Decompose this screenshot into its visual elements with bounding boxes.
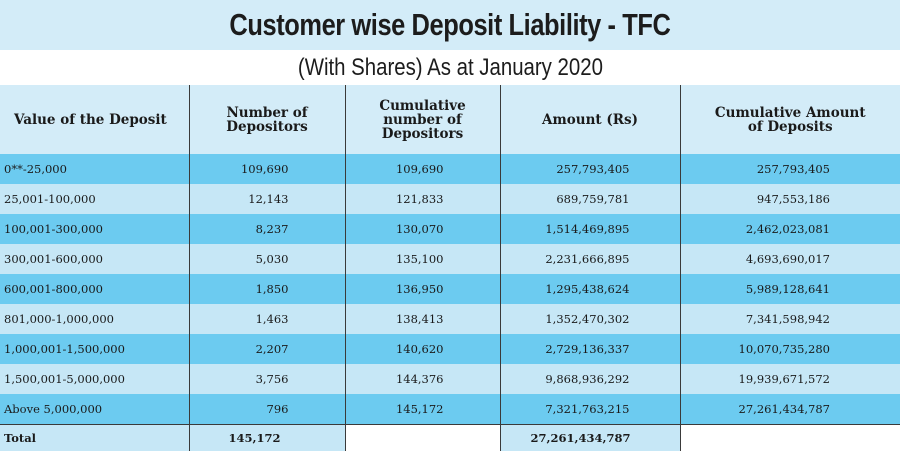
column-header-cumulative-depositors: Cumulative number of Depositors: [344, 85, 500, 154]
cell-cumulative-depositors: 140,620: [344, 334, 500, 364]
cell-cumulative-depositors: 136,950: [344, 274, 500, 304]
cell-cumulative-amount: 257,793,405: [679, 154, 900, 184]
table-header-row: Value of the Deposit Number of Depositor…: [0, 85, 900, 154]
cell-depositors: 2,207: [188, 334, 345, 364]
cell-depositors: 109,690: [188, 154, 345, 184]
column-header-number-of-depositors: Number of Depositors: [188, 85, 345, 154]
cell-cumulative-depositors: 144,376: [344, 364, 500, 394]
column-header-amount: Amount (Rs): [499, 85, 680, 154]
column-header-cumulative-amount: Cumulative Amount of Deposits: [679, 85, 900, 154]
cell-cumulative-depositors: 109,690: [344, 154, 500, 184]
cell-cumulative-amount: 7,341,598,942: [679, 304, 900, 334]
cell-depositors: 12,143: [188, 184, 345, 214]
deposit-liability-table: Value of the Deposit Number of Depositor…: [0, 85, 900, 451]
cell-cumulative-amount: 2,462,023,081: [679, 214, 900, 244]
cell-deposit-range: 0**-25,000: [4, 162, 67, 176]
cell-amount: 1,352,470,302: [499, 304, 680, 334]
cell-depositors: 3,756: [188, 364, 345, 394]
cell-cumulative-depositors: 130,070: [344, 214, 500, 244]
total-row: Total 145,172 27,261,434,787: [0, 423, 900, 451]
total-blank-cell: [679, 423, 900, 451]
cell-deposit-range: 1,000,001-1,500,000: [4, 342, 125, 356]
cell-amount: 2,729,136,337: [499, 334, 680, 364]
cell-amount: 9,868,936,292: [499, 364, 680, 394]
cell-cumulative-amount: 5,989,128,641: [679, 274, 900, 304]
cell-cumulative-depositors: 145,172: [344, 394, 500, 424]
table-row: 600,001-800,000 1,850 136,950 1,295,438,…: [0, 274, 900, 304]
title-bar: Customer wise Deposit Liability - TFC: [0, 0, 900, 50]
table-row: 1,500,001-5,000,000 3,756 144,376 9,868,…: [0, 364, 900, 394]
page-subtitle: (With Shares) As at January 2020: [297, 53, 603, 81]
cell-deposit-range: 1,500,001-5,000,000: [4, 372, 125, 386]
cell-amount: 7,321,763,215: [499, 394, 680, 424]
table-row: 801,000-1,000,000 1,463 138,413 1,352,47…: [0, 304, 900, 334]
cell-deposit-range: 801,000-1,000,000: [4, 312, 114, 326]
cell-amount: 2,231,666,895: [499, 244, 680, 274]
subtitle-bar: (With Shares) As at January 2020: [0, 50, 900, 85]
cell-depositors: 1,850: [188, 274, 345, 304]
cell-amount: 689,759,781: [499, 184, 680, 214]
cell-cumulative-amount: 10,070,735,280: [679, 334, 900, 364]
cell-cumulative-amount: 19,939,671,572: [679, 364, 900, 394]
cell-deposit-range: 25,001-100,000: [4, 192, 96, 206]
cell-depositors: 8,237: [188, 214, 345, 244]
cell-amount: 1,295,438,624: [499, 274, 680, 304]
cell-deposit-range: 100,001-300,000: [4, 222, 103, 236]
cell-cumulative-depositors: 121,833: [344, 184, 500, 214]
cell-depositors: 1,463: [188, 304, 345, 334]
cell-deposit-range: 300,001-600,000: [4, 252, 103, 266]
table-row: Above 5,000,000 796 145,172 7,321,763,21…: [0, 394, 900, 424]
cell-cumulative-depositors: 138,413: [344, 304, 500, 334]
cell-depositors: 796: [188, 394, 345, 424]
total-blank-cell: [344, 423, 500, 451]
table-row: 100,001-300,000 8,237 130,070 1,514,469,…: [0, 214, 900, 244]
table-row: 1,000,001-1,500,000 2,207 140,620 2,729,…: [0, 334, 900, 364]
total-label: Total: [0, 423, 189, 451]
cell-cumulative-amount: 947,553,186: [679, 184, 900, 214]
cell-deposit-range: 600,001-800,000: [4, 282, 103, 296]
column-header-value: Value of the Deposit: [14, 111, 167, 128]
cell-cumulative-amount: 4,693,690,017: [679, 244, 900, 274]
page-title: Customer wise Deposit Liability - TFC: [229, 7, 671, 42]
table-row: 25,001-100,000 12,143 121,833 689,759,78…: [0, 184, 900, 214]
cell-depositors: 5,030: [188, 244, 345, 274]
cell-amount: 257,793,405: [499, 154, 680, 184]
cell-cumulative-depositors: 135,100: [344, 244, 500, 274]
cell-amount: 1,514,469,895: [499, 214, 680, 244]
table-row: 300,001-600,000 5,030 135,100 2,231,666,…: [0, 244, 900, 274]
table-row: 0**-25,000 109,690 109,690 257,793,405 2…: [0, 154, 900, 184]
cell-deposit-range: Above 5,000,000: [4, 401, 103, 416]
total-amount: 27,261,434,787: [499, 423, 680, 451]
total-depositors: 145,172: [188, 423, 345, 451]
cell-cumulative-amount: 27,261,434,787: [679, 394, 900, 424]
